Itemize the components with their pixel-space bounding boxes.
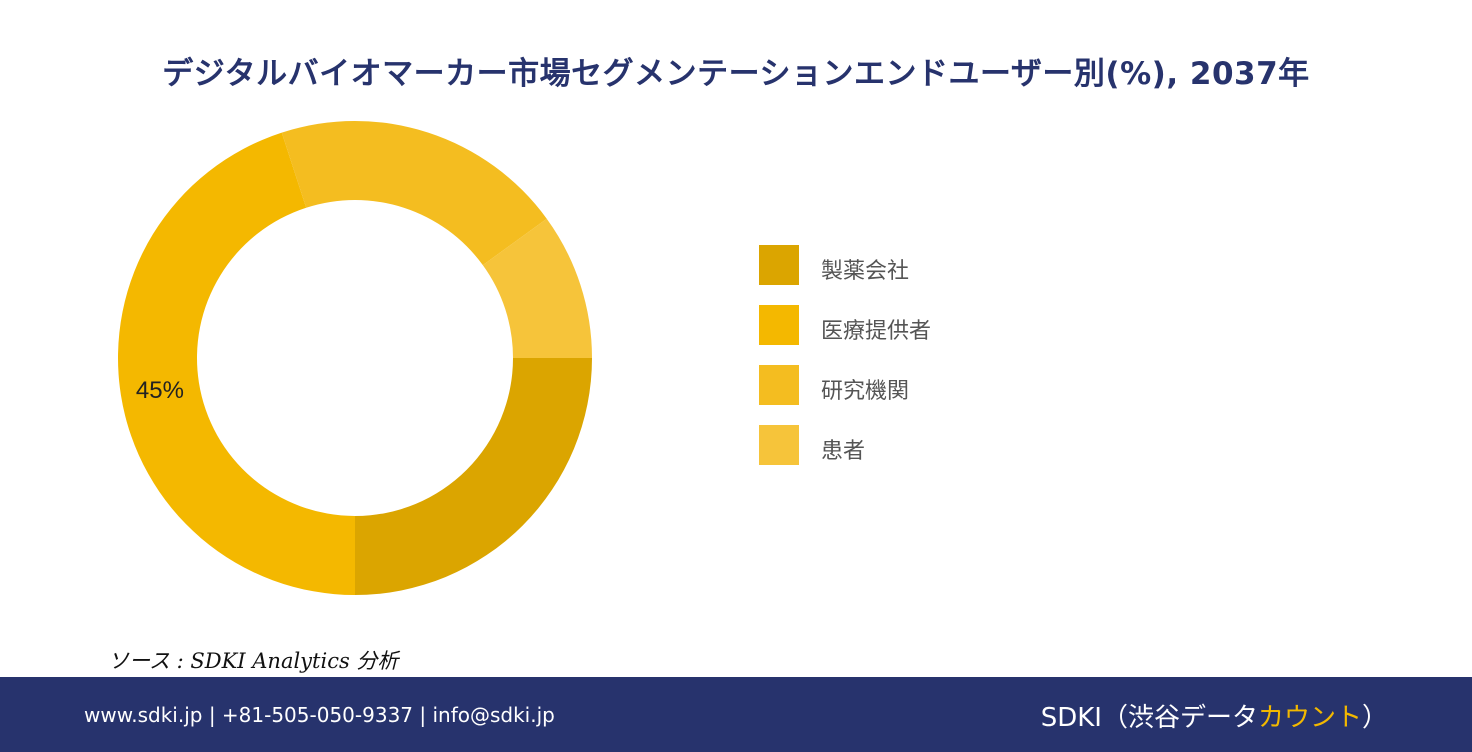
donut-slice-1 — [355, 358, 592, 595]
footer-brand: SDKI（渋谷データカウント） — [1041, 697, 1388, 734]
footer-bar: www.sdki.jp | +81-505-050-9337 | info@sd… — [0, 677, 1472, 752]
legend-swatch — [759, 365, 799, 405]
footer-contact: www.sdki.jp | +81-505-050-9337 | info@sd… — [84, 703, 555, 727]
donut-slice-3 — [281, 121, 547, 266]
legend-label: 患者 — [821, 439, 866, 464]
legend-swatch — [759, 305, 799, 345]
donut-slice-2 — [118, 132, 355, 595]
donut-chart: 45% — [118, 121, 592, 595]
legend-label: 研究機関 — [821, 379, 910, 404]
donut-slice-4 — [482, 218, 592, 358]
source-note: ソース : SDKI Analytics 分析 — [108, 649, 399, 673]
legend-swatch — [759, 425, 799, 465]
brand-prefix: SDKI（渋谷データ — [1040, 703, 1258, 733]
brand-suffix: ） — [1361, 703, 1388, 733]
legend-label: 医療提供者 — [821, 319, 932, 344]
legend-swatch — [759, 245, 799, 285]
data-label-2: 45% — [136, 377, 184, 404]
chart-title: デジタルバイオマーカー市場セグメンテーションエンドユーザー別(%), 2037年 — [162, 56, 1310, 92]
brand-accent: カウント — [1257, 703, 1362, 733]
legend-label: 製薬会社 — [821, 259, 910, 284]
